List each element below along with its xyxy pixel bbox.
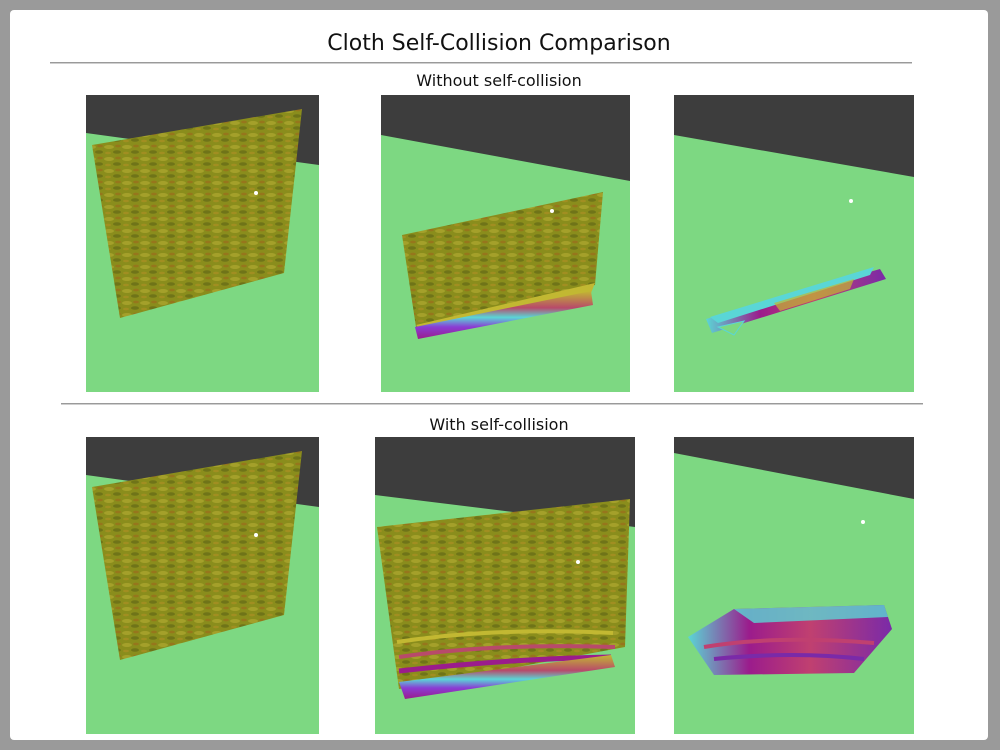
panel-with-frame-3 [674, 437, 914, 734]
panel-with-frame-1 [86, 437, 319, 734]
row-divider [61, 403, 923, 405]
panel-without-frame-3 [674, 95, 914, 392]
figure-frame: Cloth Self-Collision Comparison Without … [10, 10, 988, 740]
row-label-without: Without self-collision [416, 71, 582, 90]
panel-without-frame-1 [86, 95, 319, 392]
panel-without-frame-2 [381, 95, 630, 392]
row-label-with: With self-collision [429, 415, 569, 434]
figure-title: Cloth Self-Collision Comparison [327, 31, 671, 56]
title-divider [50, 62, 912, 64]
panel-with-frame-2 [375, 437, 635, 734]
